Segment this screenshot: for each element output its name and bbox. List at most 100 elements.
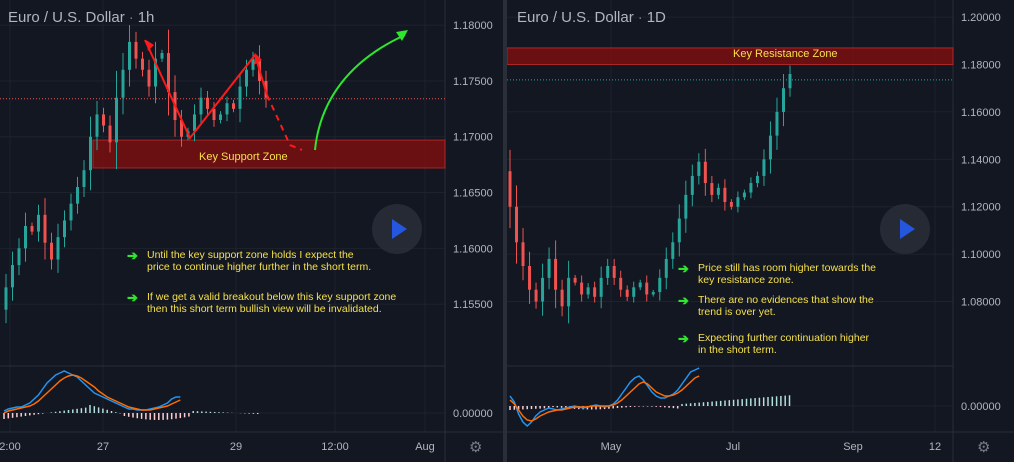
candle [658,277,662,293]
candle [225,103,229,115]
time-tick-label: 27 [97,441,109,453]
candle [43,214,47,243]
support-zone [92,139,446,169]
candle [710,183,714,195]
candle [121,69,125,98]
candle [37,214,40,232]
candle [573,277,577,283]
right-chart-panel[interactable]: 1.20000 1.18000 1.16000 1.14000 1.12000 1.100… [507,0,1014,462]
candle [167,53,170,93]
candle [690,175,694,195]
right-settings-gear-icon[interactable]: ⚙ [977,439,991,456]
time-tick-label: May [601,441,622,453]
candle [729,202,733,207]
left-play-button[interactable] [372,204,422,254]
left-settings-gear-icon[interactable]: ⚙ [469,439,483,456]
candle [134,41,138,59]
left-chart-title: Euro / U.S. Dollar · 1h [8,9,155,26]
candle [108,125,112,143]
time-tick-label: Sep [843,441,863,453]
candle [63,220,66,238]
left-note-1: ➔ Until the key support zone holds I exp… [127,248,372,273]
candle [547,258,551,278]
candle [30,226,34,232]
candle [599,277,603,297]
candle [102,114,105,126]
candle [671,242,675,259]
candle [147,69,151,87]
candle [684,194,688,219]
macd-line [3,370,181,412]
time-tick-label: 2:00 [0,441,21,453]
right-play-button[interactable] [880,204,930,254]
macd-tick-label: 0.00000 [961,401,1001,413]
candle [638,282,642,288]
price-path-arrow [144,39,268,140]
candle [206,97,209,109]
candle [645,282,649,295]
candle [508,171,512,207]
candle [716,187,720,195]
resistance-zone [507,47,954,66]
candle [664,258,668,278]
time-tick-label: Jul [726,441,740,453]
candle [612,266,616,278]
candle [89,136,92,171]
panel-divider[interactable] [503,0,507,462]
candle [534,289,538,302]
right-note-3: ➔ Expecting further continuation higher i… [678,331,870,356]
candle [69,203,73,221]
candle [560,289,564,307]
candle [567,277,571,307]
green-arrow-icon: ➔ [678,261,689,276]
candle [128,41,131,70]
candle [593,287,597,297]
candle [115,97,118,143]
candle [762,159,766,176]
candle [515,206,519,243]
candle [180,120,183,137]
candle [749,183,753,193]
right-chart-title: Euro / U.S. Dollar · 1D [517,9,666,26]
candle [723,187,727,202]
price-tick-label: 1.16000 [961,107,1001,119]
candle [141,58,144,70]
candle [703,161,707,184]
candle [768,135,772,160]
candle [781,88,785,112]
candle [154,58,157,87]
left-chart-panel[interactable]: 1.18000 1.17500 1.17000 1.16500 1.16000 1.155… [0,0,503,462]
candle [619,277,623,290]
candle [232,103,235,109]
right-symbol-name: Euro / U.S. Dollar [517,9,634,26]
left-chart-canvas[interactable]: 1.18000 1.17500 1.17000 1.16500 1.16000 1.155… [0,0,503,462]
price-tick-label: 1.14000 [961,154,1001,166]
candle [651,292,655,295]
right-chart-canvas[interactable]: 1.20000 1.18000 1.16000 1.14000 1.12000 1.100… [507,0,1014,462]
candle [82,170,86,187]
price-tick-label: 1.18000 [453,20,493,32]
resistance-zone-label: Key Resistance Zone [733,48,838,60]
candle [632,287,636,297]
candle [50,242,53,260]
candle [521,242,525,266]
price-tick-label: 1.15500 [453,299,493,311]
candle [677,218,681,243]
time-tick-label: 12:00 [321,441,349,453]
candle [541,277,545,302]
macd-tick-label: 0.00000 [453,408,493,420]
candle [554,258,558,290]
support-zone-label: Key Support Zone [199,151,288,163]
candle [625,289,629,297]
signal-line [3,374,181,414]
arrow-head-icon [146,40,154,51]
time-tick-label: Aug [415,441,435,453]
candle [606,266,610,278]
candle [528,266,532,290]
candle [11,265,14,288]
candle [245,69,248,87]
price-tick-label: 1.10000 [961,249,1001,261]
price-tick-label: 1.12000 [961,202,1001,214]
candle [193,114,196,132]
candle [742,192,746,198]
